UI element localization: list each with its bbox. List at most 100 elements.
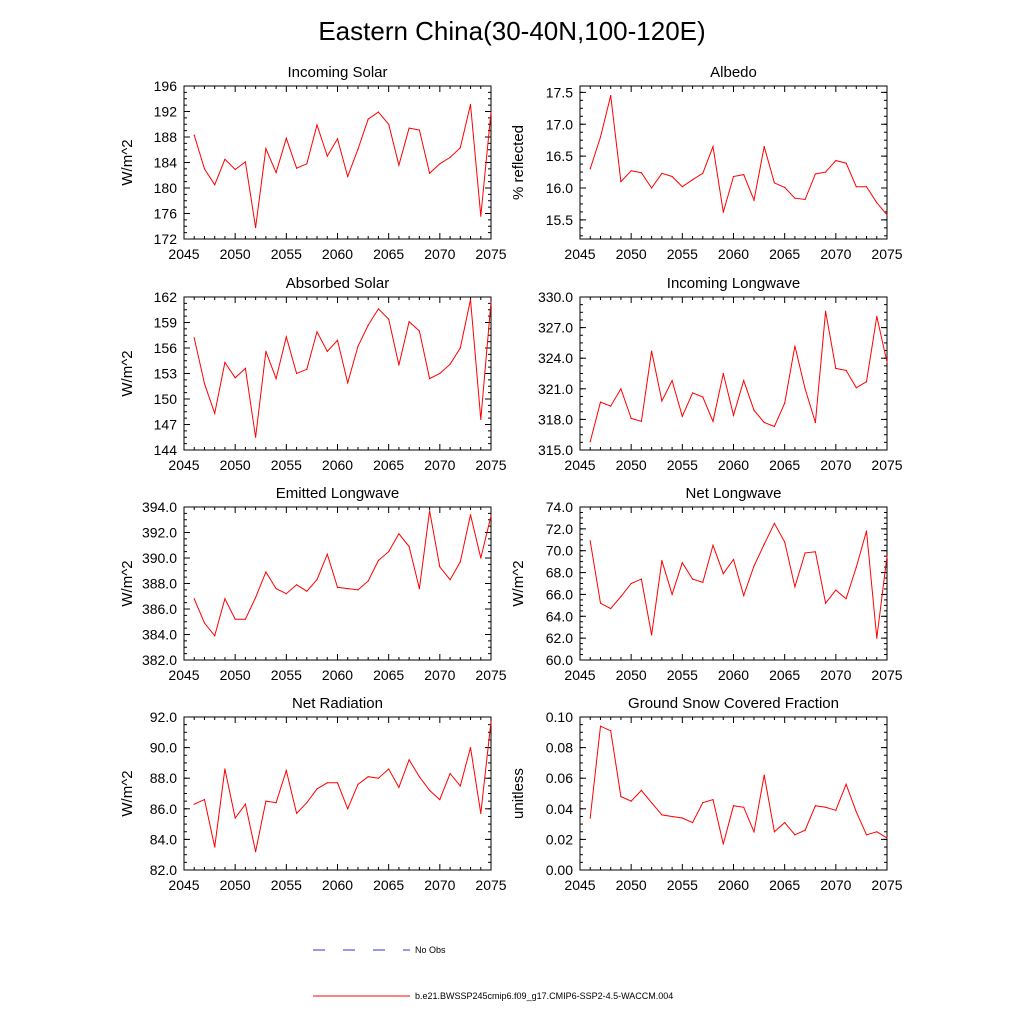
panel-2-data-point [630,170,632,172]
panel-4-data-point [855,387,857,389]
panel-6-data-point [794,586,796,588]
panel-1-data-point [439,163,441,165]
panel-3-data-point [285,336,287,338]
panel-2-data-point [835,160,837,162]
panel-1-data-point [398,164,400,166]
panel-4-data-point [763,421,765,424]
panel-1-ylabel: W/m^2 [119,139,136,185]
panel-4-data-point [671,380,673,382]
panel-6-ytick-label: 74.0 [546,499,573,515]
panel-3-ytick-label: 153 [154,366,178,382]
panel-6-data-point [651,634,653,636]
panel-4-data-point [865,381,868,383]
panel-4-data-point [651,350,653,352]
panel-8-data-point [732,805,735,807]
panel-2-data-point [620,181,622,183]
panel-1-data-point [459,147,461,149]
panel-6-ytick-label: 68.0 [546,565,573,581]
panel-7-xtick-label: 2050 [220,877,251,893]
panel-2-data-point [681,186,683,188]
panel-6-xtick-label: 2065 [769,667,800,683]
panel-2-ytick-label: 17.5 [546,84,573,100]
panel-4-data-point [835,367,837,369]
panel-2-data-point [794,197,796,199]
panel-7-data-point [316,788,318,790]
panel-5-series-line [193,510,492,637]
panel-4-data-point [610,405,612,407]
panel-4-data-point [773,425,776,428]
panel-7-ylabel: W/m^2 [119,770,136,816]
panel-6-xtick-label: 2050 [616,667,647,683]
panel-5-xtick-label: 2050 [220,667,251,683]
panel-5-data-point [255,596,257,599]
panel-7-data-point [285,769,287,772]
panel-4-xtick-label: 2075 [871,457,902,473]
panel-8-data-point [865,834,868,836]
panel-5-data-point [244,618,246,620]
panel-7-data-point [459,785,461,787]
panel-3-xtick-label: 2050 [220,457,251,473]
panel-8-data-point [661,814,663,816]
panel-2-data-point [599,136,602,138]
panel-2-data-point [692,179,694,181]
panel-7-xtick-label: 2055 [271,877,302,893]
panel-1-data-point [429,172,431,174]
panel-2-ylabel: % reflected [510,125,527,200]
panel-6-xtick-label: 2070 [820,667,851,683]
panel-4-data-point [630,417,632,419]
panel-7-data-point [203,799,206,801]
panel-3-ytick-label: 162 [154,289,178,305]
panel-1-ytick-label: 172 [154,231,178,247]
panel-7-data-point [193,803,195,805]
panel-3-data-point [193,337,195,339]
panel-5-title: Emitted Longwave [276,485,399,502]
panel-7-data-point [244,803,246,805]
panel-3-data-point [418,330,420,332]
panel-3-data-point [357,345,359,347]
panel-3-data-point [347,382,349,384]
panel-8-data-point [712,799,714,801]
panel-5-data-point [193,598,195,600]
panel-5-data-point [388,551,390,553]
panel-2-data-point [671,175,673,178]
panel-1-data-point [357,148,359,150]
panel-2-data-point [865,186,868,188]
panel-8-data-point [784,822,786,824]
panel-2-data-point [661,172,663,174]
panel-3-data-point [408,321,410,323]
panel-4-series-line [589,311,888,442]
panel-4-xtick-label: 2050 [616,457,647,473]
panel-4-data-point [681,415,683,417]
panel-5-frame [183,506,492,661]
panel-8-data-point [886,837,888,839]
panel-5-data-point [265,571,267,573]
panel-3-xtick-label: 2075 [475,457,506,473]
panel-7-data-point [214,846,216,848]
panel-3-xtick-label: 2065 [373,457,404,473]
panel-1-data-point [326,155,328,157]
panel-1-data-point [469,103,472,106]
panel-3-xtick-label: 2060 [322,457,353,473]
panel-1-data-point [347,175,349,178]
panel-8-data-point [763,774,765,776]
panel-6-data-point [814,551,817,553]
panel-6-data-point [732,558,735,561]
panel-6-data-point [845,598,847,600]
panel-8-data-point [835,809,837,811]
panel-8-data-point [630,800,632,802]
panel-6-data-point [876,637,878,639]
panel-8-data-point [876,831,878,833]
panel-6-data-point [773,522,776,525]
panel-5-data-point [480,557,482,559]
panel-8-data-point [599,725,602,727]
panel-4-xtick-label: 2065 [769,457,800,473]
panel-4-data-point [661,400,663,402]
panel-3-data-point [336,339,339,341]
panel-7-data-point [388,768,390,770]
panel-1-data-point [193,134,195,136]
panel-2-xtick-label: 2060 [718,246,749,262]
panel-1: Incoming Solar 2045 2050 2055 2060 2065 2070 20… [119,64,507,262]
panel-6-data-point [804,552,806,554]
panel-2-data-point [825,171,827,173]
panel-3-ylabel: W/m^2 [119,350,136,396]
